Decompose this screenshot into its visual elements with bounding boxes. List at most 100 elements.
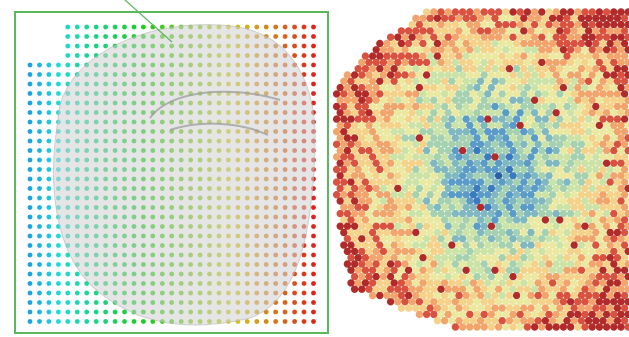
spot: [509, 46, 516, 53]
spot: [434, 166, 441, 173]
spot: [592, 229, 599, 236]
spot: [452, 147, 459, 154]
spot: [47, 319, 52, 324]
spot: [531, 59, 538, 66]
spot: [412, 103, 419, 110]
spot: [531, 34, 538, 41]
spot: [607, 90, 614, 97]
spot: [412, 115, 419, 122]
spot: [362, 241, 369, 248]
spot: [556, 78, 563, 85]
spot: [495, 71, 502, 78]
spot: [452, 260, 459, 267]
spot: [434, 216, 441, 223]
spot: [455, 166, 462, 173]
spot: [599, 141, 606, 148]
spot: [495, 210, 502, 217]
spot: [455, 229, 462, 236]
spot: [524, 46, 531, 53]
spot: [610, 273, 617, 280]
spot: [549, 27, 556, 34]
spot: [495, 8, 502, 15]
spot: [499, 267, 506, 274]
spot: [560, 134, 567, 141]
spot: [383, 191, 390, 198]
spot: [491, 241, 498, 248]
spot: [517, 298, 524, 305]
spot: [621, 128, 628, 135]
spot: [617, 34, 624, 41]
spot: [603, 34, 610, 41]
spot: [556, 103, 563, 110]
spot: [538, 109, 545, 116]
spot: [373, 134, 380, 141]
spot: [484, 191, 491, 198]
spot: [614, 52, 621, 59]
spot: [589, 71, 596, 78]
spot: [495, 147, 502, 154]
spot: [563, 52, 570, 59]
spot: [488, 235, 495, 242]
spot: [491, 304, 498, 311]
spot: [340, 128, 347, 135]
spot: [37, 139, 42, 144]
spot: [355, 141, 362, 148]
spot: [610, 210, 617, 217]
spot: [391, 115, 398, 122]
spot: [599, 241, 606, 248]
spot: [542, 216, 549, 223]
spot: [437, 172, 444, 179]
spot: [560, 311, 567, 318]
spot: [607, 52, 614, 59]
spot: [28, 262, 33, 267]
spot: [621, 15, 628, 22]
spot: [481, 172, 488, 179]
spot: [273, 319, 278, 324]
spot: [509, 134, 516, 141]
spot: [423, 8, 430, 15]
spot: [103, 300, 108, 305]
spot: [517, 134, 524, 141]
spot: [625, 160, 629, 167]
spot: [452, 34, 459, 41]
spot: [571, 317, 578, 324]
spot: [452, 97, 459, 104]
spot: [513, 267, 520, 274]
spot: [427, 267, 434, 274]
spot: [603, 298, 610, 305]
spot: [473, 311, 480, 318]
spot: [344, 109, 351, 116]
spot: [412, 27, 419, 34]
spot: [545, 223, 552, 230]
spot: [578, 178, 585, 185]
spot: [506, 115, 513, 122]
spot: [531, 172, 538, 179]
spot: [607, 141, 614, 148]
spot: [535, 78, 542, 85]
spot: [362, 141, 369, 148]
spot: [311, 25, 316, 30]
spot: [538, 46, 545, 53]
spot: [592, 241, 599, 248]
spot: [524, 197, 531, 204]
spot: [502, 172, 509, 179]
spot: [542, 178, 549, 185]
spot: [351, 147, 358, 154]
spot: [394, 286, 401, 293]
spot: [531, 109, 538, 116]
spot: [603, 59, 610, 66]
spot: [56, 234, 61, 239]
spot: [509, 122, 516, 129]
spot: [452, 122, 459, 129]
spot: [37, 196, 42, 201]
spot: [419, 292, 426, 299]
spot: [488, 59, 495, 66]
spot: [607, 317, 614, 324]
spot: [607, 254, 614, 261]
spot: [549, 191, 556, 198]
spot: [466, 8, 473, 15]
spot: [344, 97, 351, 104]
spot: [596, 172, 603, 179]
spot: [495, 122, 502, 129]
spot: [567, 97, 574, 104]
